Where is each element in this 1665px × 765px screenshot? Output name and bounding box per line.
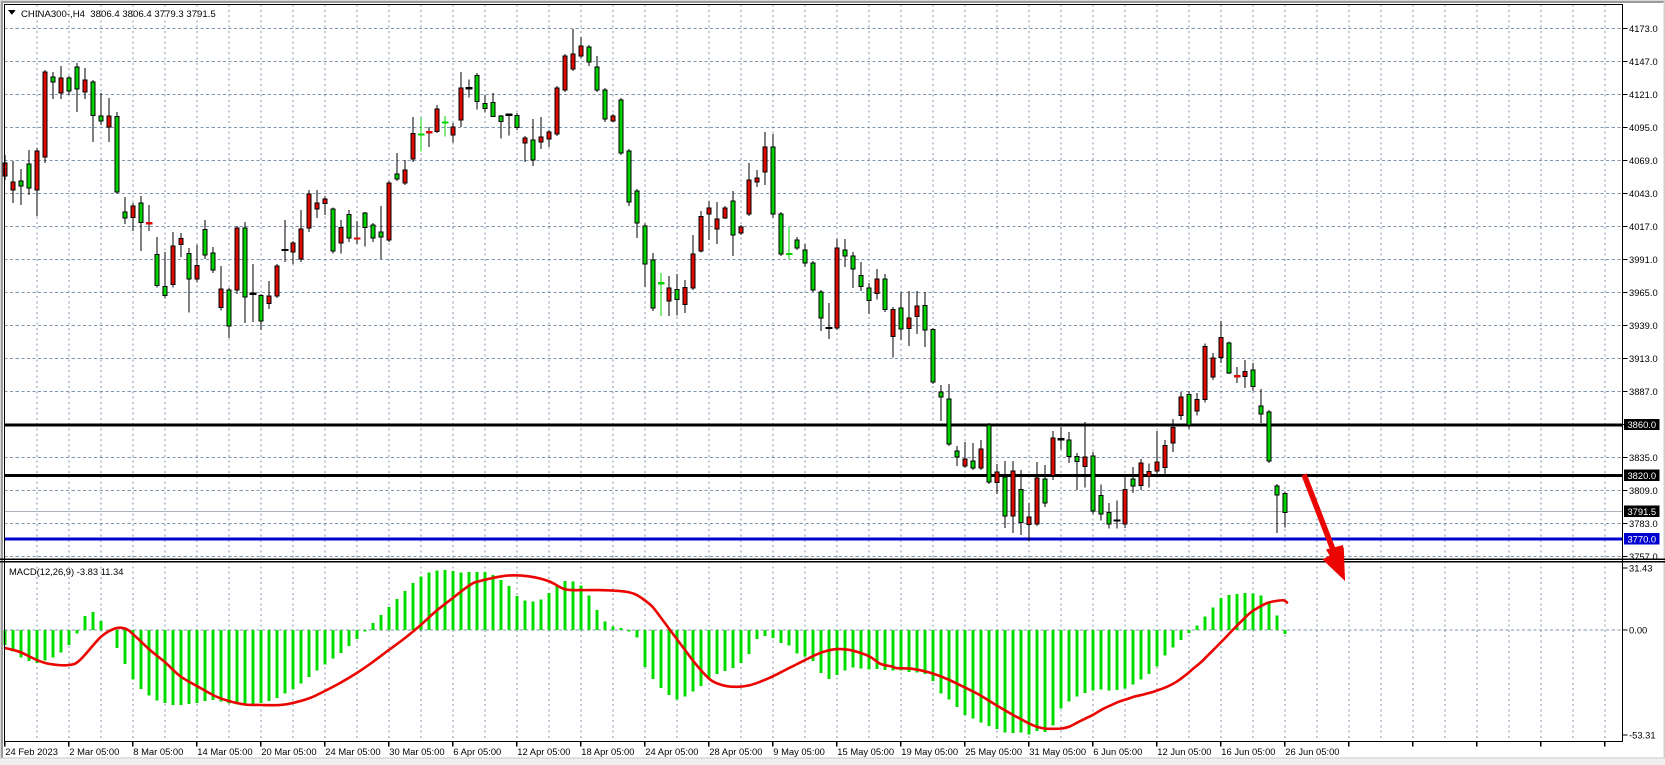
svg-text:12 Jun 05:00: 12 Jun 05:00 [1157,746,1211,757]
svg-text:CHINA300-,H4 3806.4 3806.4 37: CHINA300-,H4 3806.4 3806.4 3779.3 3791.5 [21,9,216,20]
svg-text:4173.0: 4173.0 [1629,23,1658,34]
svg-text:9 May 05:00: 9 May 05:00 [773,746,825,757]
svg-text:3809.0: 3809.0 [1629,485,1658,496]
svg-text:6 Apr 05:00: 6 Apr 05:00 [453,746,501,757]
svg-text:3991.0: 3991.0 [1629,254,1658,265]
svg-text:3965.0: 3965.0 [1629,287,1658,298]
svg-text:18 Apr 05:00: 18 Apr 05:00 [581,746,634,757]
svg-text:30 Mar 05:00: 30 Mar 05:00 [389,746,444,757]
svg-text:16 Jun 05:00: 16 Jun 05:00 [1221,746,1275,757]
svg-text:3757.0: 3757.0 [1629,551,1658,562]
svg-text:3820.0: 3820.0 [1627,470,1656,481]
svg-text:3939.0: 3939.0 [1629,320,1658,331]
svg-text:6 Jun 05:00: 6 Jun 05:00 [1093,746,1142,757]
svg-text:31.43: 31.43 [1629,563,1652,574]
svg-text:3860.0: 3860.0 [1627,419,1656,430]
svg-text:26 Jun 05:00: 26 Jun 05:00 [1285,746,1339,757]
svg-text:20 Mar 05:00: 20 Mar 05:00 [261,746,316,757]
svg-text:2 Mar 05:00: 2 Mar 05:00 [69,746,119,757]
svg-text:19 May 05:00: 19 May 05:00 [901,746,958,757]
svg-text:8 Mar 05:00: 8 Mar 05:00 [133,746,183,757]
svg-text:4043.0: 4043.0 [1629,188,1658,199]
svg-text:4121.0: 4121.0 [1629,89,1658,100]
svg-text:3770.0: 3770.0 [1627,533,1656,544]
svg-text:24 Feb 2023: 24 Feb 2023 [5,746,58,757]
svg-text:24 Apr 05:00: 24 Apr 05:00 [645,746,698,757]
svg-text:4147.0: 4147.0 [1629,56,1658,67]
svg-text:12 Apr 05:00: 12 Apr 05:00 [517,746,570,757]
svg-text:3791.5: 3791.5 [1627,506,1656,517]
svg-text:3783.0: 3783.0 [1629,518,1658,529]
svg-text:MACD(12,26,9) -3.83 11.34: MACD(12,26,9) -3.83 11.34 [9,566,123,577]
svg-text:4095.0: 4095.0 [1629,122,1658,133]
svg-text:14 Mar 05:00: 14 Mar 05:00 [197,746,252,757]
svg-text:25 May 05:00: 25 May 05:00 [965,746,1022,757]
svg-text:4069.0: 4069.0 [1629,155,1658,166]
svg-text:24 Mar 05:00: 24 Mar 05:00 [325,746,380,757]
svg-text:3913.0: 3913.0 [1629,353,1658,364]
svg-text:3887.0: 3887.0 [1629,386,1658,397]
svg-text:-53.31: -53.31 [1629,730,1656,741]
svg-text:28 Apr 05:00: 28 Apr 05:00 [709,746,762,757]
svg-text:3835.0: 3835.0 [1629,452,1658,463]
svg-text:31 May 05:00: 31 May 05:00 [1029,746,1086,757]
svg-text:15 May 05:00: 15 May 05:00 [837,746,894,757]
svg-text:4017.0: 4017.0 [1629,221,1658,232]
svg-text:0.00: 0.00 [1629,624,1647,635]
